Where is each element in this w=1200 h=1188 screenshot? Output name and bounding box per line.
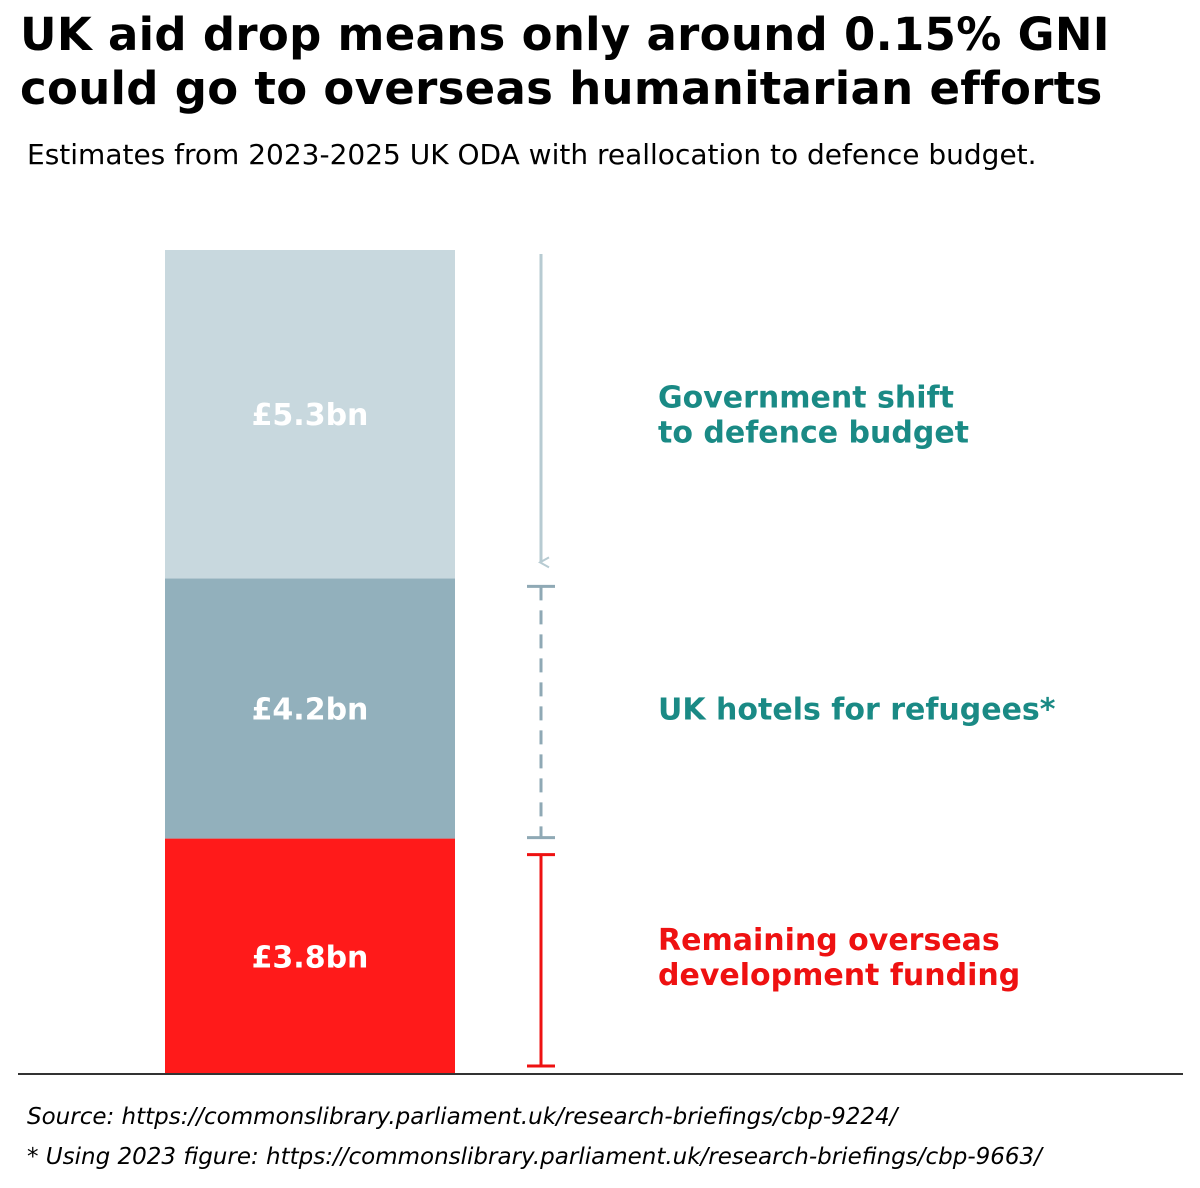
dashed-bracket-1 bbox=[527, 584, 555, 840]
bar-segment-1 bbox=[165, 578, 455, 839]
annotation-line: development funding bbox=[658, 958, 1020, 993]
segment-annotations: Remaining overseas development funding UK … bbox=[658, 381, 1056, 993]
solid-bracket-0 bbox=[527, 853, 555, 1068]
title-line-2: could go to overseas humanitarian effort… bbox=[20, 62, 1103, 115]
bar-segments: £3.8bn £4.2bn £5.3bn bbox=[165, 250, 455, 1074]
bar-value-label-2: £5.3bn bbox=[252, 398, 369, 433]
bar-segment-2 bbox=[165, 250, 455, 579]
chart-subtitle: Estimates from 2023-2025 UK ODA with rea… bbox=[27, 138, 1037, 171]
segment-annotation-1: UK hotels for refugees* bbox=[658, 692, 1056, 727]
bar-segment-0 bbox=[165, 838, 455, 1074]
chart-title: UK aid drop means only around 0.15% GNI … bbox=[20, 8, 1190, 116]
annotation-line: UK hotels for refugees* bbox=[658, 692, 1056, 727]
footnote: * Using 2023 figure: https://commonslibr… bbox=[27, 1144, 1042, 1170]
source-note: Source: https://commonslibrary.parliamen… bbox=[27, 1104, 898, 1130]
title-line-1: UK aid drop means only around 0.15% GNI bbox=[20, 8, 1110, 61]
annotation-line: to defence budget bbox=[658, 416, 969, 451]
annotation-line: Remaining overseas bbox=[658, 923, 1000, 958]
annotation-line: Government shift bbox=[658, 381, 954, 416]
segment-annotation-2: Government shift to defence budget bbox=[658, 381, 969, 451]
bar-value-label-1: £4.2bn bbox=[252, 692, 369, 727]
bar-value-label-0: £3.8bn bbox=[252, 940, 369, 975]
segment-annotation-0: Remaining overseas development funding bbox=[658, 923, 1020, 993]
range-markers bbox=[527, 254, 555, 1068]
